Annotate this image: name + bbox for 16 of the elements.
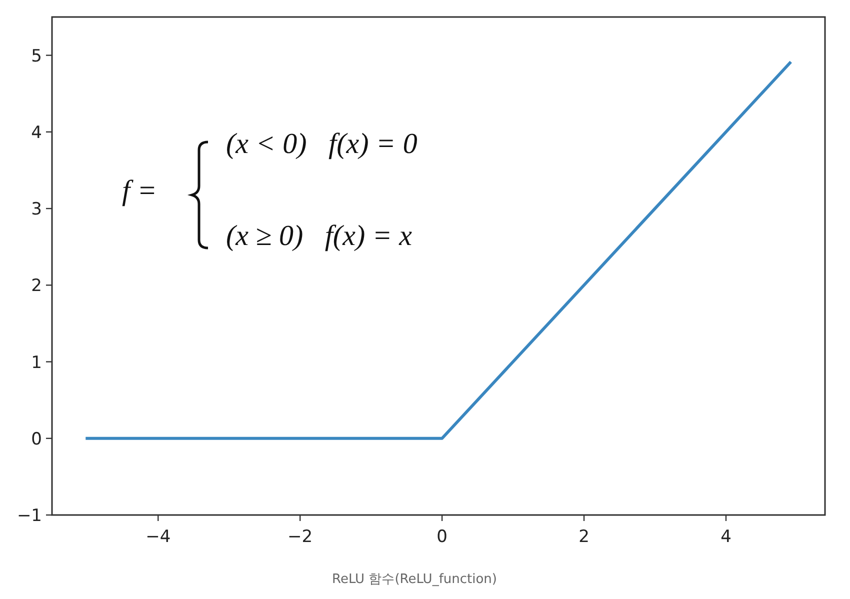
y-tick-label: −1 xyxy=(16,506,42,526)
y-tick-label: 5 xyxy=(31,46,42,66)
x-tick-label: 4 xyxy=(720,527,732,547)
x-tick-label: 0 xyxy=(436,527,448,547)
x-axis-title: ReLU 함수(ReLU_function) xyxy=(332,572,497,587)
y-tick-label: 0 xyxy=(31,429,42,450)
annotation: (x < 0) f(x) = 0 xyxy=(226,128,418,160)
x-tick-label: −2 xyxy=(288,527,313,547)
y-tick-label: 2 xyxy=(31,276,42,296)
annotation: f = xyxy=(122,175,157,207)
x-tick-label: −4 xyxy=(146,527,171,547)
annotation: (x ≥ 0) f(x) = x xyxy=(226,220,412,252)
y-tick-label: 3 xyxy=(31,200,42,220)
y-tick-label: 4 xyxy=(31,122,42,143)
x-tick-label: 2 xyxy=(578,527,590,547)
y-tick-label: 1 xyxy=(31,352,42,373)
